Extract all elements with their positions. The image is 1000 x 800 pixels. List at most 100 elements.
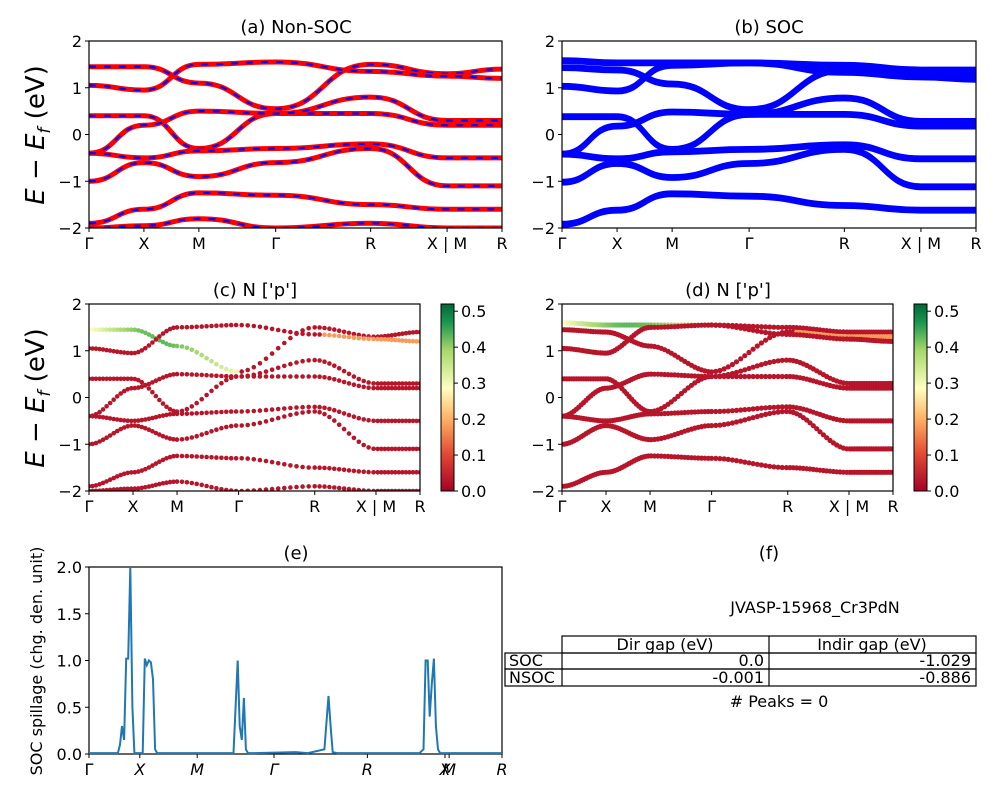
band-point — [139, 417, 145, 423]
band-point — [742, 367, 748, 373]
band-point — [294, 464, 299, 469]
band-point — [146, 484, 152, 489]
band-point — [371, 336, 376, 342]
band-point — [713, 322, 719, 328]
band-point — [121, 350, 127, 355]
band-point — [322, 325, 327, 331]
panel-c-xtick-label: R — [309, 497, 320, 516]
band-point — [257, 361, 263, 366]
band-point — [121, 388, 127, 394]
band-point — [171, 343, 176, 349]
band-point — [733, 369, 740, 375]
band-point — [263, 325, 269, 331]
band-point — [306, 404, 312, 410]
band-point — [306, 465, 312, 470]
ylabel-middle-main: E − E — [21, 396, 51, 468]
ylabel-top-sub: f — [35, 125, 55, 134]
band-point — [114, 394, 120, 399]
band-point — [125, 350, 130, 356]
band-point — [125, 327, 130, 333]
band-point — [275, 374, 281, 379]
band-point — [389, 418, 395, 424]
band-point — [157, 414, 162, 419]
band-point — [194, 454, 199, 459]
band-point — [386, 337, 391, 342]
band-point — [199, 432, 204, 437]
band-point — [282, 462, 287, 467]
band-point — [729, 420, 736, 426]
band-point — [90, 483, 95, 489]
band-line-nonsoc — [89, 141, 502, 161]
band-point — [396, 331, 402, 337]
band-line-soc-split — [562, 63, 976, 95]
band-point — [407, 446, 412, 452]
band-point — [400, 446, 405, 452]
band-point — [763, 329, 769, 336]
band-point — [336, 422, 342, 428]
band-point — [129, 486, 134, 491]
band-point — [758, 362, 765, 368]
band-point — [179, 437, 185, 442]
band-point — [107, 327, 113, 333]
band-point — [322, 375, 327, 380]
band-point — [754, 373, 760, 380]
colorbar-tick-label: 0.4 — [461, 338, 486, 357]
band-point — [104, 347, 109, 353]
band-point — [312, 357, 318, 363]
band-point — [332, 327, 337, 332]
band-point — [403, 470, 409, 475]
band-point — [228, 322, 234, 328]
band-point — [160, 413, 166, 418]
band-point — [317, 484, 322, 489]
band-point — [245, 409, 250, 414]
band-point — [379, 336, 384, 342]
colorbar-tick-label: 0.5 — [934, 302, 959, 321]
panel-a-xtick-label: Γ — [85, 234, 94, 253]
band-point — [239, 322, 244, 328]
band-line-nonsoc-dash — [89, 60, 502, 92]
band-point — [114, 487, 120, 491]
band-point — [194, 372, 199, 378]
panel-b-ytick-label: −1 — [531, 172, 555, 191]
band-point — [125, 424, 130, 429]
band-point — [713, 368, 719, 374]
band-point — [393, 337, 398, 343]
band-point — [167, 412, 173, 417]
band-point — [393, 418, 398, 424]
band-point — [269, 459, 275, 465]
band-point — [107, 376, 113, 382]
gap-table-nsoc-dir: -0.001 — [712, 668, 764, 687]
band-point — [114, 349, 120, 355]
band-point — [214, 485, 219, 491]
panel-e-ytick-label: 1.0 — [57, 652, 82, 671]
band-point — [332, 407, 337, 413]
band-point — [407, 381, 412, 386]
band-point — [282, 328, 287, 334]
band-point — [742, 417, 748, 423]
band-point — [709, 455, 715, 461]
band-point — [263, 458, 269, 464]
band-point — [775, 331, 781, 337]
band-point — [332, 377, 337, 382]
band-point — [758, 405, 765, 411]
band-point — [729, 370, 736, 377]
band-point — [414, 446, 419, 452]
band-point — [327, 326, 332, 332]
band-point — [90, 414, 95, 419]
panel-a-title: (a) Non-SOC — [240, 17, 351, 38]
panel-c-xtick-label: R — [414, 497, 425, 516]
band-point — [171, 437, 176, 442]
band-point — [143, 485, 148, 490]
band-point — [721, 421, 727, 428]
band-point — [294, 411, 299, 416]
band-point — [767, 324, 773, 330]
band-point — [890, 446, 893, 452]
band-point — [400, 381, 405, 386]
band-point — [371, 385, 376, 391]
band-point — [890, 418, 893, 424]
band-point — [779, 404, 785, 410]
panel-f-title: (f) — [759, 543, 779, 564]
band-point — [171, 372, 176, 377]
band-point — [407, 330, 412, 336]
band-point — [306, 331, 312, 337]
